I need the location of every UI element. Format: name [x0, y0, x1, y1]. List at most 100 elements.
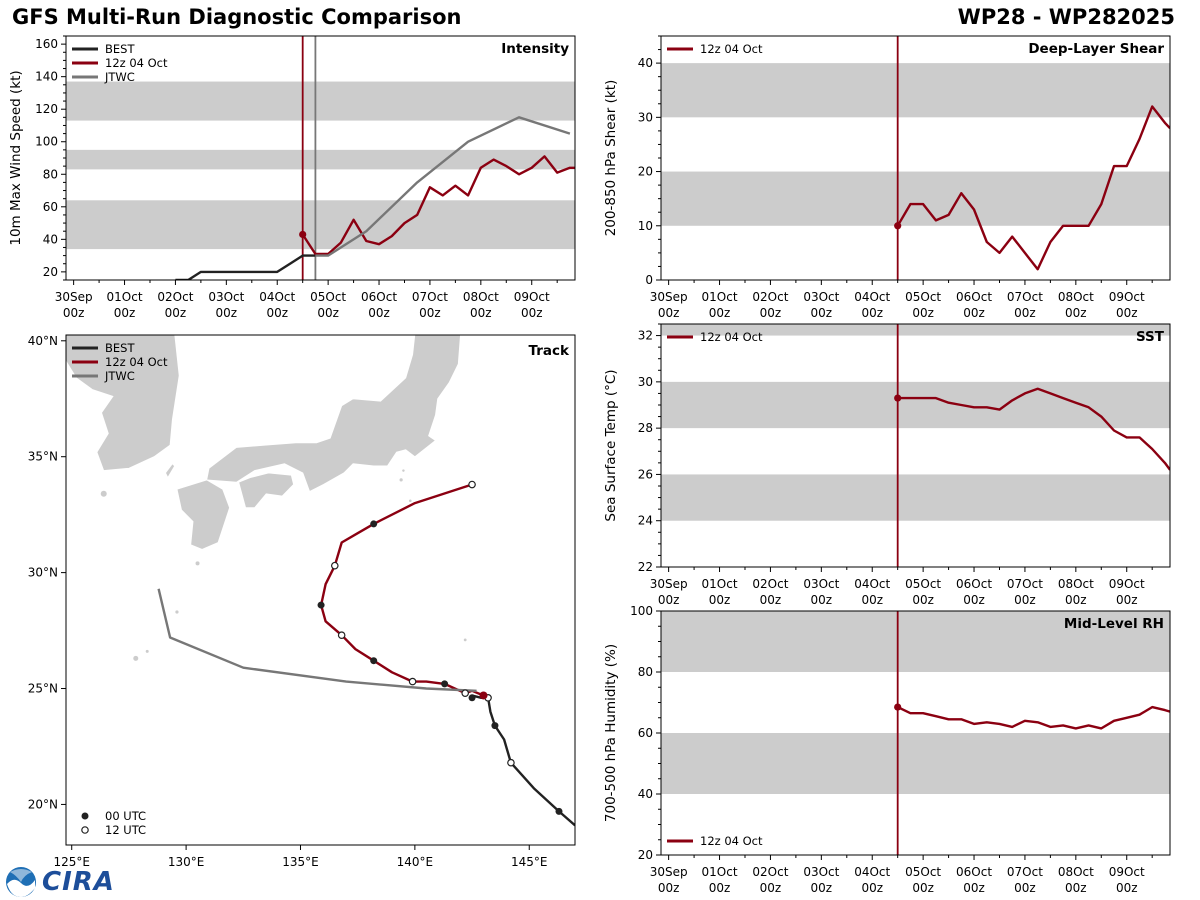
- small-island: [463, 638, 467, 642]
- init-point: [299, 230, 307, 239]
- track-point-12utc: [461, 689, 469, 697]
- y-tick-label: 26: [638, 467, 653, 481]
- chart-track: 125°E 130°E 135°E 140°E 145°E 20°N 25°N 30°N 35°…: [28, 334, 576, 869]
- legend-label: 12 UTC: [105, 823, 146, 837]
- x-tick-label: 03Oct: [208, 290, 244, 304]
- x-tick-label: 08Oct: [1058, 290, 1094, 304]
- x-tick-label: 00z: [861, 593, 883, 607]
- lat-tick-label: 30°N: [28, 566, 58, 580]
- x-tick-label: 00z: [811, 881, 833, 895]
- x-tick-label: 00z: [1065, 306, 1087, 320]
- y-tick-label: 20: [638, 848, 653, 862]
- x-tick-label: 02Oct: [752, 290, 788, 304]
- x-tick-label: 06Oct: [956, 865, 992, 879]
- series-12z-04-oct: [301, 155, 575, 256]
- panel-title: Track: [529, 343, 570, 359]
- x-tick-label: 03Oct: [803, 577, 839, 591]
- x-tick-label: 09Oct: [1109, 865, 1145, 879]
- x-tick-label: 00z: [1116, 881, 1138, 895]
- x-tick-label: 07Oct: [1007, 865, 1043, 879]
- x-tick-label: 00z: [709, 881, 731, 895]
- x-tick-label: 05Oct: [905, 577, 941, 591]
- x-tick-label: 00z: [912, 306, 934, 320]
- x-tick-label: 06Oct: [361, 290, 397, 304]
- x-tick-label: 01Oct: [702, 865, 738, 879]
- x-tick-label: 04Oct: [259, 290, 295, 304]
- x-tick-label: 00z: [658, 881, 680, 895]
- y-tick-label: 28: [638, 421, 653, 435]
- x-tick-label: 00z: [658, 593, 680, 607]
- cira-logo-text: CIRA: [42, 867, 115, 897]
- threshold-band: [66, 200, 575, 250]
- korea-landmass: [66, 335, 180, 472]
- map-frame: [65, 334, 576, 846]
- y-tick-label: 20: [638, 165, 653, 179]
- y-tick-label: 22: [638, 560, 653, 574]
- legend-label: 12z 04 Oct: [700, 42, 763, 56]
- init-point: [894, 703, 902, 711]
- small-island: [100, 490, 107, 497]
- x-tick-label: 07Oct: [1007, 577, 1043, 591]
- x-tick-label: 30Sep: [650, 577, 688, 591]
- legend-label: 12z 04 Oct: [700, 330, 763, 344]
- x-tick-label: 00z: [521, 306, 543, 320]
- panel-title: Intensity: [501, 41, 569, 57]
- x-tick-label: 00z: [1116, 593, 1138, 607]
- x-tick-label: 03Oct: [803, 290, 839, 304]
- track-point-00utc: [441, 680, 449, 688]
- y-tick-label: 32: [638, 329, 653, 343]
- y-tick-label: 20: [43, 265, 58, 279]
- x-tick-label: 00z: [1014, 306, 1036, 320]
- track-point-12utc: [468, 480, 476, 489]
- y-tick-label: 24: [638, 514, 653, 528]
- legend-label: 00 UTC: [105, 809, 146, 823]
- plot-frame: [65, 35, 576, 281]
- x-tick-label: 04Oct: [854, 577, 890, 591]
- x-tick-label: 00z: [216, 306, 238, 320]
- x-tick-label: 06Oct: [956, 290, 992, 304]
- legend-label: JTWC: [104, 369, 135, 383]
- y-tick-label: 30: [638, 375, 653, 389]
- series-12z-04-oct: [897, 705, 1170, 730]
- x-tick-label: 05Oct: [905, 865, 941, 879]
- x-tick-label: 04Oct: [854, 865, 890, 879]
- x-tick-label: 00z: [811, 306, 833, 320]
- panel-title: Mid-Level RH: [1064, 616, 1164, 632]
- small-island: [133, 655, 139, 661]
- x-tick-label: 00z: [317, 306, 339, 320]
- kyushu-island: [176, 479, 231, 550]
- lon-tick-label: 135°E: [282, 855, 319, 869]
- y-tick-label: 60: [43, 200, 58, 214]
- x-tick-label: 30Sep: [650, 865, 688, 879]
- storm-id: WP28 - WP282025: [957, 5, 1175, 29]
- track-jtwc: [157, 588, 477, 692]
- small-island: [399, 478, 403, 482]
- track-point-00utc: [370, 657, 378, 665]
- x-tick-label: 01Oct: [107, 290, 143, 304]
- track-point-12utc: [408, 677, 417, 686]
- y-tick-label: 80: [638, 665, 653, 679]
- x-tick-label: 00z: [1014, 881, 1036, 895]
- small-island: [408, 499, 412, 503]
- small-island: [195, 561, 200, 566]
- x-tick-label: 00z: [963, 593, 985, 607]
- x-tick-label: 07Oct: [412, 290, 448, 304]
- lat-tick-label: 40°N: [28, 334, 58, 348]
- x-tick-label: 00z: [165, 306, 187, 320]
- threshold-band: [661, 171, 1170, 226]
- x-tick-label: 00z: [419, 306, 441, 320]
- shikoku-island: [238, 472, 295, 509]
- x-tick-label: 05Oct: [905, 290, 941, 304]
- x-tick-label: 00z: [470, 306, 492, 320]
- legend-marker-12utc: [81, 826, 89, 834]
- track-point-12utc: [337, 631, 346, 640]
- x-tick-label: 00z: [1014, 593, 1036, 607]
- legend-marker-00utc: [81, 812, 89, 820]
- series-best: [175, 254, 316, 280]
- legend-label: BEST: [105, 42, 135, 56]
- y-tick-label: 30: [638, 110, 653, 124]
- x-tick-label: 00z: [114, 306, 136, 320]
- series-12z-04-oct: [897, 387, 1170, 471]
- noaa-logo-icon: [6, 867, 36, 897]
- lon-tick-label: 140°E: [397, 855, 434, 869]
